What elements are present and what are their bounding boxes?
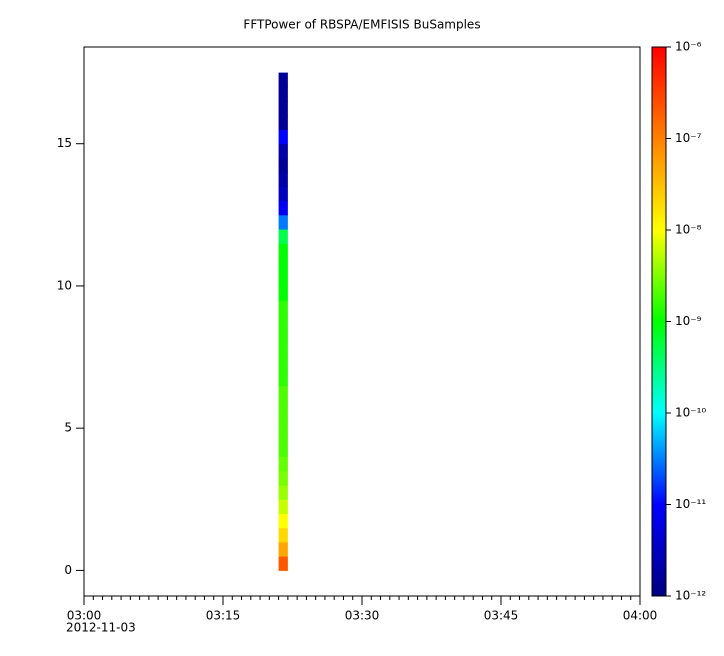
spectrogram-cell [278, 172, 288, 187]
spectrogram-cell [278, 556, 288, 571]
x-tick-label: 04:00 [623, 609, 658, 623]
colorbar-tick-label: 10⁻⁷ [675, 131, 702, 145]
spectrogram-cell [278, 101, 288, 116]
spectrogram-cell [278, 342, 288, 358]
spectrogram-cell [278, 200, 288, 216]
spectrogram-cell [278, 357, 288, 372]
spectrogram-cell [278, 527, 288, 543]
spectrogram-cell [278, 513, 288, 529]
spectrogram-cell [278, 314, 288, 330]
colorbar-tick-label: 10⁻¹² [675, 589, 706, 603]
y-tick-label: 0 [64, 563, 72, 577]
chart-title: FFTPower of RBSPA/EMFISIS BuSamples [243, 18, 480, 32]
spectrogram-cell [278, 399, 288, 415]
x-tick-label: 03:15 [206, 609, 241, 623]
spectrogram-cell [278, 143, 288, 159]
spectrogram-cell [278, 271, 288, 287]
date-label: 2012-11-03 [66, 621, 136, 635]
spectrogram-cell [278, 499, 288, 515]
colorbar-tick-label: 10⁻⁹ [675, 314, 702, 328]
spectrogram-cell [278, 129, 288, 145]
spectrogram-cell [278, 300, 288, 315]
colorbar-tick-label: 10⁻⁸ [675, 223, 702, 237]
y-tick-label: 15 [57, 136, 72, 150]
spectrogram-cell [278, 541, 288, 557]
spectrogram-cell [278, 257, 288, 273]
spectrogram-cell [278, 157, 288, 173]
spectrogram-cell [278, 86, 288, 102]
spectrogram-cell [278, 186, 288, 202]
spectrogram-cell [278, 485, 288, 500]
spectrogram-cell [278, 385, 288, 401]
y-tick-label: 5 [64, 421, 72, 435]
spectrogram-cell [278, 214, 288, 230]
spectrogram-cell [278, 442, 288, 458]
colorbar-tick-label: 10⁻⁶ [675, 40, 702, 54]
spectrogram-cell [278, 413, 288, 429]
colorbar-tick-label: 10⁻¹¹ [675, 497, 706, 511]
colorbar-tick-label: 10⁻¹⁰ [675, 406, 706, 420]
spectrogram-cell [278, 72, 288, 88]
spectrogram-cell [278, 285, 288, 301]
spectrogram-cell [278, 371, 288, 387]
spectrogram-cell [278, 470, 288, 486]
spectrogram-cell [278, 243, 288, 258]
spectrogram-cell [278, 428, 288, 443]
x-tick-label: 03:45 [484, 609, 519, 623]
y-tick-label: 10 [57, 278, 72, 292]
x-tick-label: 03:30 [345, 609, 380, 623]
spectrogram-cell [278, 229, 288, 244]
x-tick-label: 03:00 [67, 609, 102, 623]
spectrogram-cell [278, 328, 288, 344]
spectrogram-cell [278, 115, 288, 130]
colorbar [651, 46, 667, 597]
plot-frame [83, 46, 641, 597]
spectrogram-cell [278, 456, 288, 472]
